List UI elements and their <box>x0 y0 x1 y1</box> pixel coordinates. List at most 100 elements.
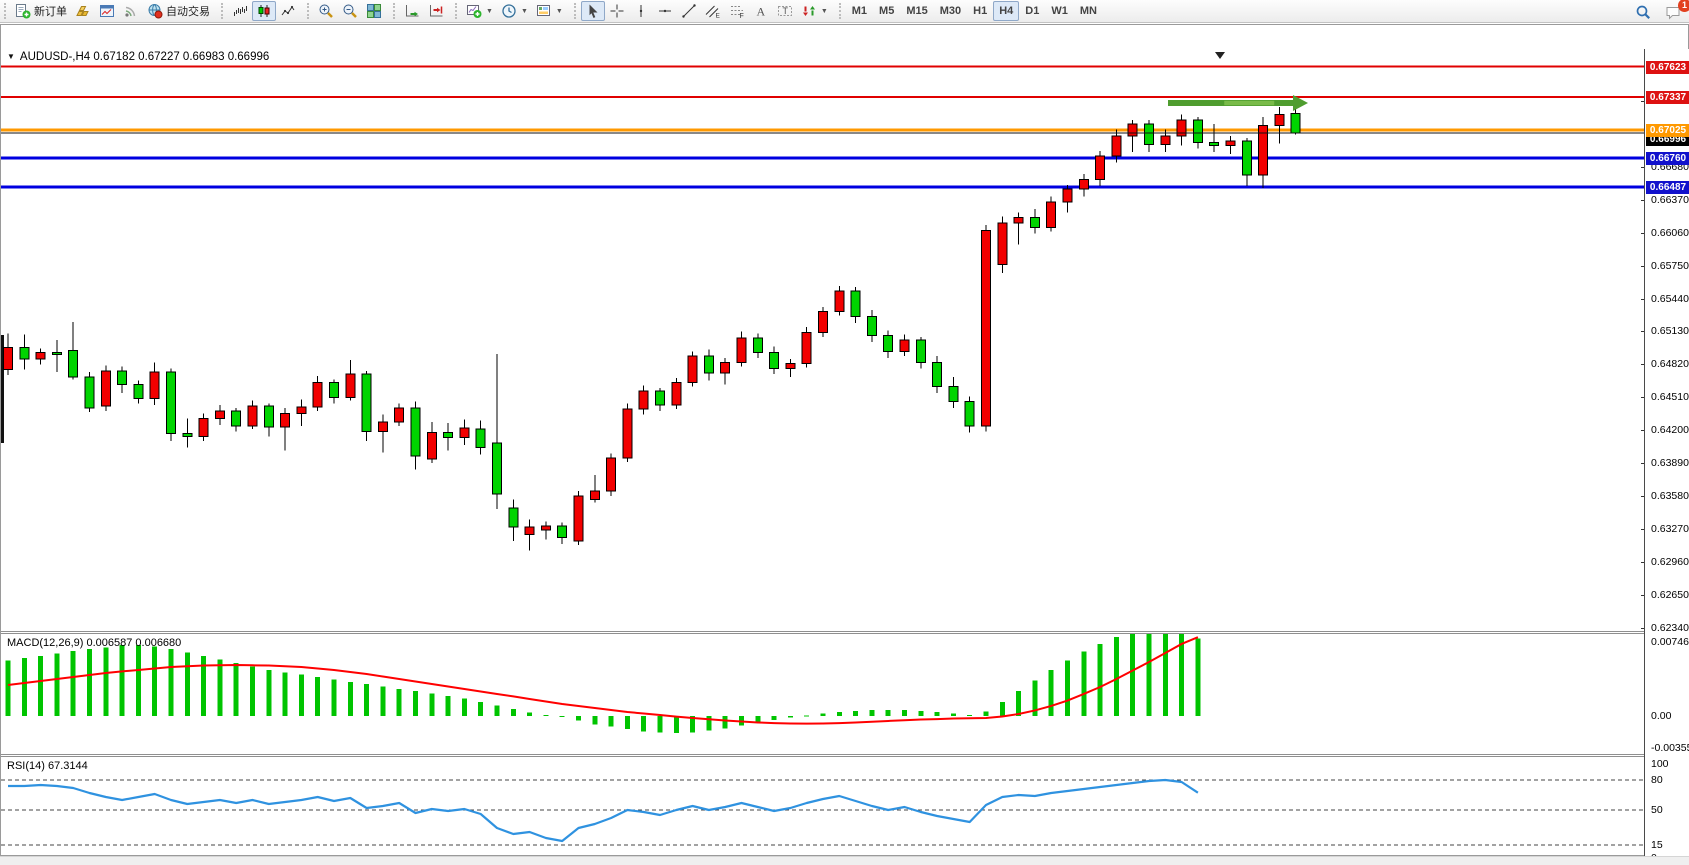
timeframe-m5-button[interactable]: M5 <box>873 1 900 21</box>
timeframe-h4-button[interactable]: H4 <box>993 1 1020 21</box>
candle <box>1241 138 1252 186</box>
main-chart-svg[interactable] <box>1 49 1644 631</box>
candle <box>932 355 943 394</box>
candle <box>443 422 454 451</box>
signals-button[interactable] <box>119 1 143 21</box>
candle <box>345 360 356 401</box>
candle <box>524 519 535 551</box>
candle <box>981 225 991 432</box>
price-tick-label: 0.63580 <box>1651 490 1689 503</box>
candle <box>1258 116 1269 188</box>
auto-trading-button[interactable]: 自动交易 <box>143 1 214 21</box>
one-click-trading-toggle[interactable]: ▼ <box>7 52 15 61</box>
timeframe-m30-button[interactable]: M30 <box>934 1 967 21</box>
gold-icon <box>76 6 89 16</box>
rsi-line <box>8 778 1199 843</box>
candle <box>329 379 339 404</box>
candle <box>508 499 519 541</box>
macd-bar <box>624 716 630 729</box>
chart-title-text: AUDUSD-,H4 0.67182 0.67227 0.66983 0.669… <box>19 51 270 63</box>
market-watch-button[interactable] <box>71 1 95 21</box>
tile-windows-button[interactable] <box>362 1 386 21</box>
vertical-line-button[interactable] <box>629 1 653 21</box>
trendline-button[interactable] <box>677 1 701 21</box>
candle <box>703 349 714 381</box>
price-badge-0.67025: 0.67025 <box>1646 124 1689 138</box>
macd-bar <box>119 645 125 716</box>
rsi-panel-splitter[interactable] <box>1 754 1689 757</box>
candle <box>312 376 323 412</box>
auto-scroll-button[interactable] <box>400 1 424 21</box>
toolbar-grip <box>393 3 397 19</box>
timeframe-m15-button[interactable]: M15 <box>900 1 933 21</box>
rsi-panel-svg[interactable] <box>1 757 1644 863</box>
timeframe-m1-button[interactable]: M1 <box>846 1 873 21</box>
macd-bar <box>1162 634 1168 716</box>
fibonacci-button[interactable]: F <box>725 1 749 21</box>
search-button[interactable] <box>1631 2 1655 22</box>
axis-tick <box>1641 463 1645 465</box>
timeframe-m1-button-label: M1 <box>851 5 868 17</box>
candle <box>899 334 910 356</box>
indicators-button[interactable]: ▼ <box>462 1 497 21</box>
candle <box>557 522 568 544</box>
candle <box>850 286 861 323</box>
price-tick-label: 0.62960 <box>1651 556 1689 569</box>
candle <box>540 521 551 540</box>
zoom-in-button[interactable] <box>314 1 338 21</box>
axis-tick <box>1641 595 1645 596</box>
horizontal-line-button[interactable] <box>653 1 677 21</box>
svg-text:F: F <box>739 13 743 19</box>
axis-tick <box>1641 529 1645 531</box>
macd-bar <box>315 677 321 716</box>
timeframe-w1-button[interactable]: W1 <box>1045 1 1074 21</box>
macd-panel-splitter[interactable] <box>1 631 1689 634</box>
macd-bar <box>429 693 435 716</box>
timeframe-d1-button[interactable]: D1 <box>1019 1 1045 21</box>
equidistant-channel-button[interactable]: E <box>701 1 725 21</box>
line-chart-icon <box>281 5 295 16</box>
macd-bar <box>722 716 728 729</box>
macd-bar <box>168 648 174 716</box>
macd-bar <box>999 701 1005 716</box>
candle <box>638 385 649 415</box>
text-button[interactable]: A <box>749 1 773 21</box>
trendline-icon <box>682 4 696 18</box>
macd-bar <box>1130 634 1136 716</box>
macd-bar <box>641 716 647 732</box>
arrows-button[interactable]: ▼ <box>797 1 832 21</box>
new-order-button[interactable]: 新订单 <box>11 1 71 21</box>
macd-panel-svg[interactable] <box>1 634 1644 754</box>
label-button[interactable]: T <box>773 1 797 21</box>
line-chart-button[interactable] <box>276 1 300 21</box>
candle <box>377 414 388 453</box>
candlestick-chart-button[interactable] <box>252 1 276 21</box>
bars-chart-icon <box>234 6 247 16</box>
bar-chart-button[interactable] <box>228 1 252 21</box>
candle <box>280 407 291 451</box>
notifications-button[interactable]: 1 <box>1661 0 1689 22</box>
macd-bar <box>787 716 793 718</box>
candle <box>100 365 111 412</box>
price-axis[interactable]: 0.673000.666800.663700.660600.657500.654… <box>1641 49 1689 865</box>
text-icon: A <box>756 5 765 19</box>
price-tick-label: 0.65130 <box>1651 325 1689 338</box>
templates-button[interactable]: ▼ <box>532 1 567 21</box>
candle <box>752 333 763 359</box>
zoom-out-button[interactable] <box>338 1 362 21</box>
macd-bar <box>755 716 761 723</box>
macd-bar <box>576 716 581 721</box>
chart-shift-button[interactable] <box>424 1 448 21</box>
new-order-icon <box>16 4 31 19</box>
macd-signal-line <box>7 636 1199 725</box>
new-order-button-label: 新订单 <box>34 6 67 18</box>
tile-windows-icon <box>367 4 381 18</box>
timeframe-mn-button[interactable]: MN <box>1074 1 1103 21</box>
crosshair-button[interactable] <box>605 1 629 21</box>
macd-bar <box>201 655 207 716</box>
periods-button[interactable]: ▼ <box>497 1 532 21</box>
chart-window-button[interactable] <box>95 1 119 21</box>
macd-bar <box>1048 670 1054 716</box>
timeframe-h1-button[interactable]: H1 <box>967 1 993 21</box>
cursor-button[interactable] <box>580 1 605 21</box>
